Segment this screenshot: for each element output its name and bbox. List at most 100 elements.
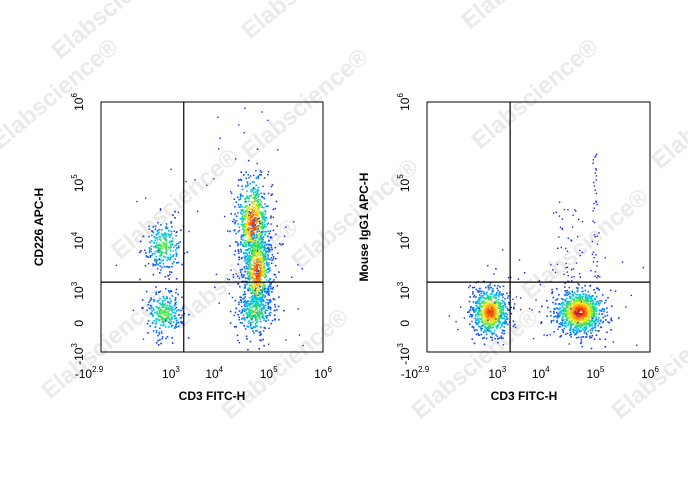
event-dot	[256, 325, 259, 327]
event-dot	[153, 241, 155, 244]
event-dot	[576, 319, 579, 321]
event-dot	[591, 320, 594, 322]
event-dot	[241, 195, 244, 197]
event-dot	[499, 322, 501, 325]
event-dot	[584, 311, 586, 313]
event-dot	[253, 267, 256, 270]
event-dot	[166, 308, 169, 310]
event-dot	[562, 324, 564, 327]
event-dot	[263, 244, 266, 247]
event-dot	[252, 311, 255, 313]
event-dot	[253, 227, 256, 229]
event-dot	[250, 317, 253, 320]
event-dot	[264, 219, 267, 222]
event-dot	[159, 262, 162, 264]
event-dot	[261, 316, 264, 318]
event-dot	[568, 316, 571, 318]
event-dot	[566, 303, 569, 305]
event-dot	[252, 268, 254, 271]
event-dot	[149, 241, 151, 244]
event-dot	[250, 259, 253, 261]
event-dot	[588, 294, 590, 297]
event-dot	[594, 189, 596, 191]
event-dot	[588, 304, 591, 306]
event-dot	[245, 335, 248, 338]
event-dot	[271, 291, 273, 293]
event-dot	[251, 230, 253, 232]
event-dot	[259, 289, 262, 291]
event-dot	[248, 272, 251, 275]
event-dot	[154, 323, 157, 325]
event-dot	[161, 229, 163, 231]
event-dot	[233, 314, 235, 317]
event-dot	[258, 238, 260, 240]
event-dot	[160, 308, 162, 311]
event-dot	[478, 334, 481, 336]
event-dot	[477, 302, 479, 305]
event-dot	[249, 224, 252, 226]
event-dot	[254, 296, 256, 298]
event-dot	[188, 230, 190, 233]
event-dot	[161, 302, 164, 305]
event-dot	[489, 282, 492, 284]
event-dot	[563, 322, 566, 324]
event-dot	[576, 311, 578, 313]
event-dot	[583, 322, 585, 324]
event-dot	[486, 309, 489, 312]
event-dot	[219, 137, 221, 139]
event-dot	[263, 258, 265, 261]
event-dot	[592, 300, 594, 303]
event-dot	[262, 254, 264, 257]
event-dot	[582, 295, 584, 298]
event-dot	[250, 194, 252, 197]
event-dot	[159, 324, 162, 326]
event-dot	[256, 261, 258, 263]
event-dot	[238, 277, 241, 280]
event-dot	[164, 232, 166, 234]
event-dot	[472, 307, 474, 310]
event-dot	[164, 314, 166, 316]
event-dot	[166, 259, 168, 261]
event-dot	[243, 241, 245, 244]
event-dot	[257, 270, 259, 272]
event-dot	[474, 310, 476, 312]
event-dot	[267, 267, 270, 270]
event-dot	[513, 303, 516, 305]
event-dot	[159, 339, 161, 341]
event-dot	[585, 322, 588, 324]
event-dot	[582, 293, 584, 295]
event-dot	[264, 315, 267, 317]
event-dot	[159, 251, 161, 254]
event-dot	[593, 181, 595, 184]
event-dot	[162, 235, 164, 237]
event-dot	[501, 306, 504, 309]
event-dot	[591, 324, 593, 327]
event-dot	[485, 331, 487, 333]
event-dot	[256, 287, 259, 289]
event-dot	[159, 265, 161, 267]
event-dot	[256, 276, 259, 278]
x-tick-label: 104	[205, 365, 223, 381]
event-dot	[499, 302, 502, 304]
event-dot	[247, 260, 249, 262]
event-dot	[578, 305, 580, 307]
event-dot	[475, 296, 477, 298]
event-dot	[249, 284, 251, 286]
event-dot	[262, 330, 265, 332]
event-dot	[263, 215, 265, 217]
event-dot	[588, 335, 591, 338]
event-dot	[247, 271, 249, 273]
event-dot	[165, 227, 167, 230]
event-dot	[569, 327, 572, 330]
event-dot	[568, 291, 570, 294]
event-dot	[253, 181, 255, 183]
event-dot	[301, 268, 303, 270]
event-dot	[582, 312, 584, 314]
event-dot	[247, 258, 250, 261]
event-dot	[571, 303, 573, 305]
event-dot	[557, 326, 560, 328]
event-dot	[159, 312, 161, 315]
event-dot	[562, 331, 565, 333]
event-dot	[164, 303, 167, 305]
event-dot	[569, 292, 571, 295]
